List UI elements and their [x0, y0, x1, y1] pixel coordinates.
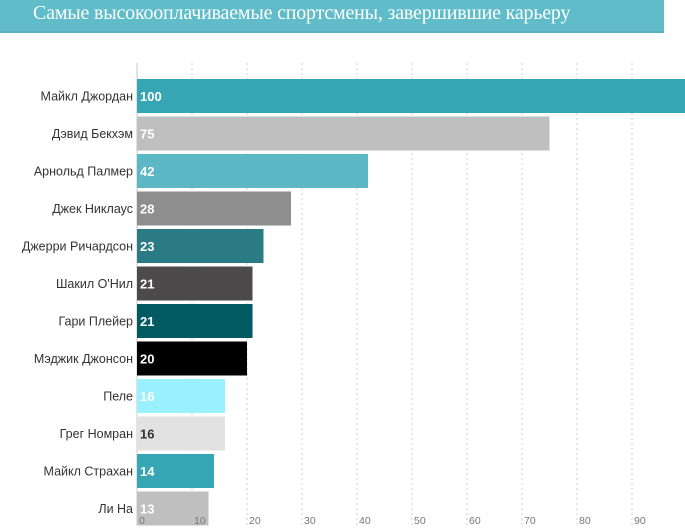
bar [137, 116, 550, 151]
bar [137, 341, 247, 376]
value-label: 23 [140, 239, 154, 254]
category-label: Шакил О'Нил [56, 277, 133, 291]
category-label: Гари Плейер [58, 315, 133, 329]
x-tick-label: 20 [249, 515, 261, 527]
category-label: Дэвид Бекхэм [52, 127, 133, 141]
bar [137, 454, 214, 488]
value-label: 42 [140, 164, 154, 179]
bar [137, 79, 685, 113]
x-tick-label: 40 [359, 515, 371, 527]
value-label: 20 [140, 352, 154, 367]
bar [137, 491, 209, 526]
value-label: 75 [140, 127, 154, 142]
category-label: Пеле [103, 390, 133, 404]
value-label: 100 [140, 89, 162, 104]
bar [137, 191, 291, 226]
value-label: 16 [140, 389, 154, 404]
category-label: Джек Никлаус [52, 202, 133, 216]
bar [137, 416, 225, 451]
category-label: Джерри Ричардсон [22, 240, 133, 254]
category-label: Грег Номран [60, 427, 133, 441]
chart-title: Самые высокооплачиваемые спортсмены, зав… [33, 2, 571, 24]
category-label: Арнольд Палмер [34, 165, 133, 179]
category-label: Мэджик Джонсон [34, 352, 133, 366]
x-tick-label: 60 [469, 515, 481, 527]
x-tick-label: 0 [139, 515, 145, 527]
bar [137, 154, 368, 188]
chart-area: Майкл Джордан 100 Дэвид Бекхэм 75 Арнольд Па… [0, 33, 685, 532]
bar [137, 304, 253, 338]
bar [137, 229, 264, 263]
bar [137, 379, 225, 413]
x-tick-label: 70 [524, 515, 536, 527]
value-label: 14 [140, 464, 155, 479]
value-label: 13 [140, 502, 154, 517]
bar [137, 266, 253, 301]
value-label: 21 [140, 277, 154, 292]
x-tick-label: 50 [414, 515, 426, 527]
value-label: 21 [140, 314, 154, 329]
value-label: 16 [140, 427, 154, 442]
category-label: Майкл Джордан [41, 90, 134, 104]
title-bar: Самые высокооплачиваемые спортсмены, зав… [0, 0, 664, 33]
x-tick-label: 10 [194, 515, 206, 527]
category-label: Ли На [98, 502, 133, 516]
x-tick-label: 80 [579, 515, 591, 527]
x-tick-label: 30 [304, 515, 316, 527]
value-label: 28 [140, 202, 154, 217]
category-label: Майкл Страхан [44, 465, 134, 479]
x-tick-label: 90 [634, 515, 646, 527]
